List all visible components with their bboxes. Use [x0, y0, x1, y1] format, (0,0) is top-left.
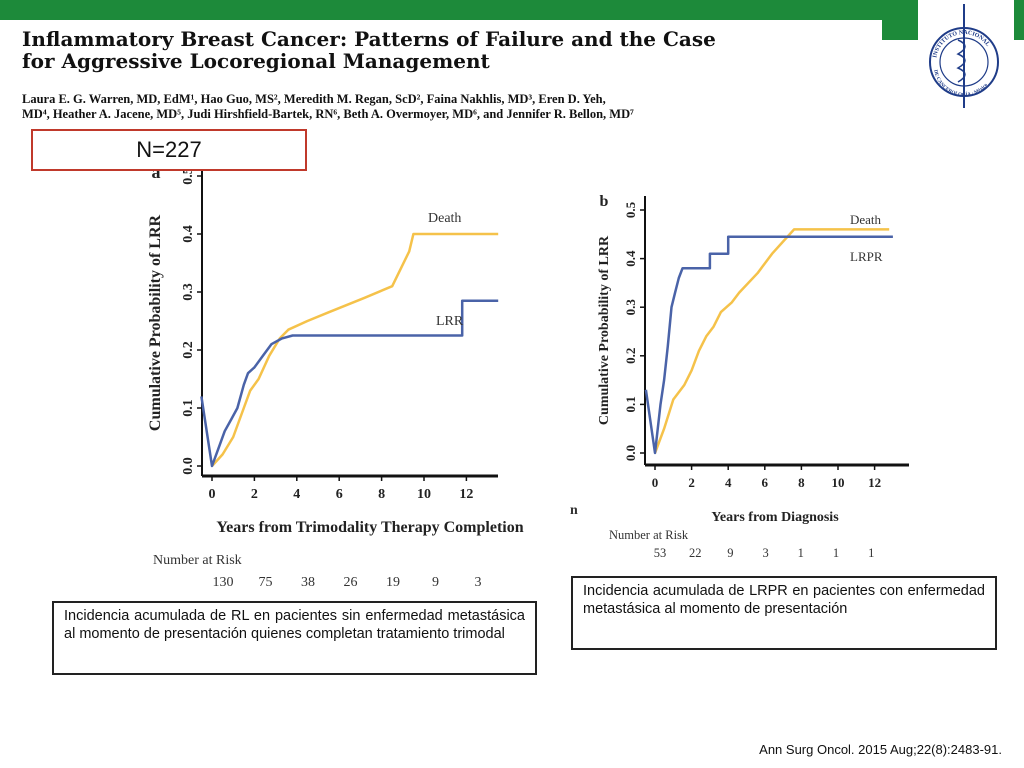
chart-b-x-tick-label: 4: [725, 475, 732, 490]
chart-a-series-line-death: [211, 232, 499, 467]
chart-b-series-line-death: [653, 228, 890, 454]
chart-a-risk-value: 26: [344, 575, 358, 590]
chart-b-x-tick-label: 6: [762, 475, 769, 490]
chart-a-x-axis-label: Years from Trimodality Therapy Completio…: [216, 519, 523, 536]
institution-logo: INSTITUTO NACIONAL DE CANCEROLOGÍA · Méx…: [918, 0, 1014, 118]
chart-a-x-tick-label: 10: [417, 487, 431, 502]
chart-b-risk-table-title: Number at Risk: [609, 528, 689, 542]
author-list-line2: MD⁴, Heather A. Jacene, MD⁵, Judi Hirshf…: [22, 107, 634, 121]
chart-b-y-tick-label: 0.4: [623, 250, 638, 267]
paper-title-line2: for Aggressive Locoregional Management: [22, 49, 490, 73]
sample-size-label: N=227: [136, 137, 202, 162]
chart-b-x-tick-label: 8: [798, 475, 805, 490]
chart-a-series-line-lrr: [200, 299, 499, 468]
chart-b-x-tick-label: 12: [868, 475, 881, 490]
chart-b-x-axis-label: Years from Diagnosis: [711, 510, 839, 525]
top-accent-bar: [0, 0, 1024, 20]
chart-b-risk-value: 1: [798, 546, 804, 560]
chart-b-y-tick-label: 0.1: [623, 396, 638, 412]
cropped-letter: n: [570, 503, 578, 518]
chart-a-x-tick-label: 2: [251, 487, 258, 502]
caption-right: Incidencia acumulada de LRPR en paciente…: [571, 576, 997, 650]
chart-a-y-tick-label: 0.2: [181, 341, 196, 359]
chart-b-series-label-death: Death: [850, 212, 882, 227]
chart-b-risk-value: 22: [689, 546, 702, 560]
chart-b-y-tick-label: 0.2: [623, 348, 638, 364]
chart-a-y-tick-label: 0.4: [181, 225, 196, 243]
sample-size-box: N=227: [31, 129, 307, 171]
caption-left: Incidencia acumulada de RL en pacientes …: [52, 601, 537, 675]
chart-b-x-tick-label: 2: [688, 475, 695, 490]
author-list: Laura E. G. Warren, MD, EdM¹, Hao Guo, M…: [22, 92, 902, 122]
chart-a-risk-value: 38: [301, 575, 315, 590]
chart-a-y-tick-label: 0.3: [181, 283, 196, 301]
chart-a-x-tick-label: 12: [459, 487, 473, 502]
chart-a-y-tick-label: 0.1: [181, 399, 196, 417]
chart-b-x-tick-label: 10: [832, 475, 845, 490]
chart-b-y-axis-label: Cumulative Probability of LRR: [597, 235, 612, 425]
chart-a-series-label-death: Death: [428, 211, 461, 226]
chart-a-risk-table-title: Number at Risk: [153, 553, 242, 568]
paper-title-line1: Inflammatory Breast Cancer: Patterns of …: [22, 27, 716, 51]
chart-a-y-tick-label: 0.0: [181, 457, 196, 475]
paper-title: Inflammatory Breast Cancer: Patterns of …: [22, 28, 882, 72]
author-list-line1: Laura E. G. Warren, MD, EdM¹, Hao Guo, M…: [22, 92, 606, 106]
chart-b-risk-value: 1: [833, 546, 839, 560]
chart-a-risk-value: 9: [432, 575, 439, 590]
chart-b-risk-value: 1: [868, 546, 874, 560]
chart-b-x-tick-label: 0: [652, 475, 659, 490]
chart-a-x-tick-label: 0: [209, 487, 216, 502]
chart-b-y-tick-label: 0.3: [623, 299, 638, 316]
chart-a-risk-value: 130: [213, 575, 234, 590]
chart-a-series-label-lrr: LRR: [436, 314, 464, 329]
chart-b-risk-value: 53: [654, 546, 667, 560]
chart-a-risk-value: 19: [386, 575, 400, 590]
chart-a-x-tick-label: 4: [293, 487, 300, 502]
chart-a-y-axis-label: Cumulative Probability of LRR: [147, 214, 164, 431]
citation: Ann Surg Oncol. 2015 Aug;22(8):2483-91.: [759, 742, 1002, 757]
chart-a-risk-value: 75: [259, 575, 273, 590]
chart-b-risk-value: 3: [762, 546, 768, 560]
chart-b-y-tick-label: 0.0: [623, 445, 638, 461]
chart-a-x-tick-label: 8: [378, 487, 385, 502]
chart-a-risk-value: 3: [475, 575, 482, 590]
chart-b-series-label-lrpr: LRPR: [850, 249, 883, 264]
chart-b-risk-value: 9: [727, 546, 733, 560]
chart-b-panel-label: b: [600, 193, 609, 210]
chart-a-panel-label: a: [152, 162, 161, 182]
chart-b-y-tick-label: 0.5: [623, 201, 638, 218]
chart-b-series-line-lrpr: [644, 235, 893, 455]
chart-a-y-tick-label: 0.5: [181, 167, 196, 185]
chart-a-x-tick-label: 6: [336, 487, 343, 502]
